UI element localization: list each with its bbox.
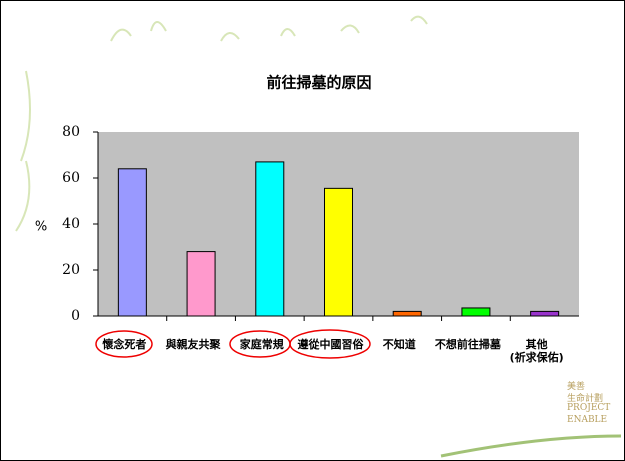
bar bbox=[461, 307, 491, 317]
bar bbox=[255, 161, 285, 317]
logo-text: 美善 bbox=[567, 382, 586, 392]
logo-text: 生命計劃 bbox=[567, 394, 604, 404]
y-tick-label: 40 bbox=[62, 216, 80, 232]
decoration bbox=[15, 15, 622, 458]
bar bbox=[117, 168, 147, 317]
y-tick-label: 80 bbox=[62, 124, 80, 140]
bar bbox=[324, 187, 353, 317]
x-tick-label: 懷念死者 bbox=[102, 338, 147, 351]
x-tick-label: 不知道 bbox=[382, 338, 416, 351]
y-axis-label: % bbox=[35, 220, 47, 235]
x-tick-label: 與親友共聚 bbox=[165, 338, 221, 351]
y-tick-label: 60 bbox=[62, 170, 80, 186]
chart-title: 前往掃墓的原因 bbox=[266, 74, 371, 92]
x-tick-label: 其他 (祈求保佑) bbox=[509, 338, 564, 364]
bar bbox=[186, 251, 216, 317]
y-tick-label: 20 bbox=[62, 262, 80, 278]
x-tick-label: 遵從中國習俗 bbox=[297, 338, 364, 351]
logo-text: PROJECT bbox=[567, 403, 611, 413]
highlight bbox=[95, 330, 153, 358]
highlight bbox=[289, 329, 371, 359]
bar bbox=[392, 310, 422, 317]
logo-text: ENABLE bbox=[567, 415, 608, 425]
y-tick-label: 0 bbox=[71, 308, 80, 324]
x-tick-label: 不想前往掃墓 bbox=[434, 338, 501, 351]
bar bbox=[530, 310, 560, 317]
x-tick-label: 家庭常規 bbox=[239, 338, 284, 351]
